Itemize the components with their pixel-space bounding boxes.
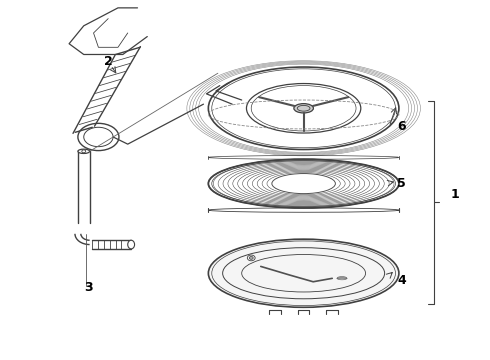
- Ellipse shape: [208, 159, 399, 208]
- Text: 3: 3: [84, 281, 93, 294]
- Text: 6: 6: [397, 120, 406, 133]
- Text: 4: 4: [397, 274, 406, 287]
- Ellipse shape: [128, 240, 135, 249]
- Ellipse shape: [78, 149, 90, 153]
- Text: 1: 1: [451, 188, 460, 201]
- Circle shape: [82, 150, 86, 153]
- Ellipse shape: [208, 239, 399, 307]
- Text: 2: 2: [104, 55, 113, 68]
- Ellipse shape: [294, 104, 314, 113]
- Text: 5: 5: [397, 177, 406, 190]
- Circle shape: [249, 256, 253, 259]
